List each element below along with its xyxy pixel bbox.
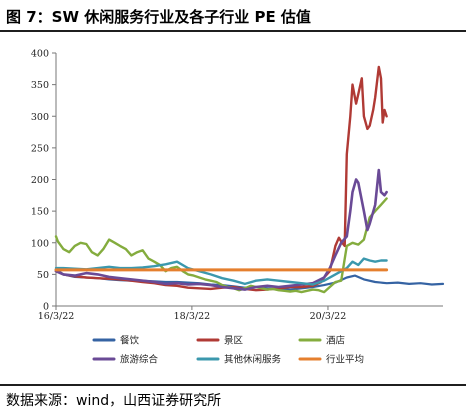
series-line-旅游综合 <box>54 168 388 291</box>
data-source-note: 数据来源：wind，山西证券研究所 <box>6 393 222 409</box>
x-tick-label: 20/3/22 <box>310 311 347 322</box>
figure-title: 图 7：SW 休闲服务行业及各子行业 PE 估值 <box>6 8 311 26</box>
legend-label: 酒店 <box>326 335 345 347</box>
y-tick-label: 250 <box>31 143 49 154</box>
y-tick-label: 50 <box>37 270 49 281</box>
legend-label: 行业平均 <box>326 354 364 366</box>
title-rule <box>0 30 466 32</box>
x-tick-label: 16/3/22 <box>38 311 75 322</box>
y-tick-label: 400 <box>31 49 49 60</box>
legend-label: 餐饮 <box>120 335 140 347</box>
source-rule <box>0 384 466 386</box>
y-tick-label: 100 <box>31 238 49 249</box>
y-tick-label: 200 <box>31 175 49 186</box>
pe-line-chart: 0 50 100 150 200 250 300 350 400 16/3/22 18/3/22 20… <box>31 49 445 366</box>
y-tick-label: 150 <box>31 207 49 218</box>
legend-label: 景区 <box>224 336 244 347</box>
legend-label: 旅游综合 <box>120 354 159 366</box>
series-line-其他休闲服务 <box>54 257 388 286</box>
series-line-酒店 <box>54 197 388 294</box>
x-tick-label: 18/3/22 <box>174 311 211 322</box>
y-tick-label: 0 <box>43 302 49 313</box>
series-line-景区 <box>54 65 388 292</box>
legend-label: 其他休闲服务 <box>224 354 282 366</box>
y-tick-label: 350 <box>31 80 49 91</box>
y-tick-label: 300 <box>31 112 49 123</box>
